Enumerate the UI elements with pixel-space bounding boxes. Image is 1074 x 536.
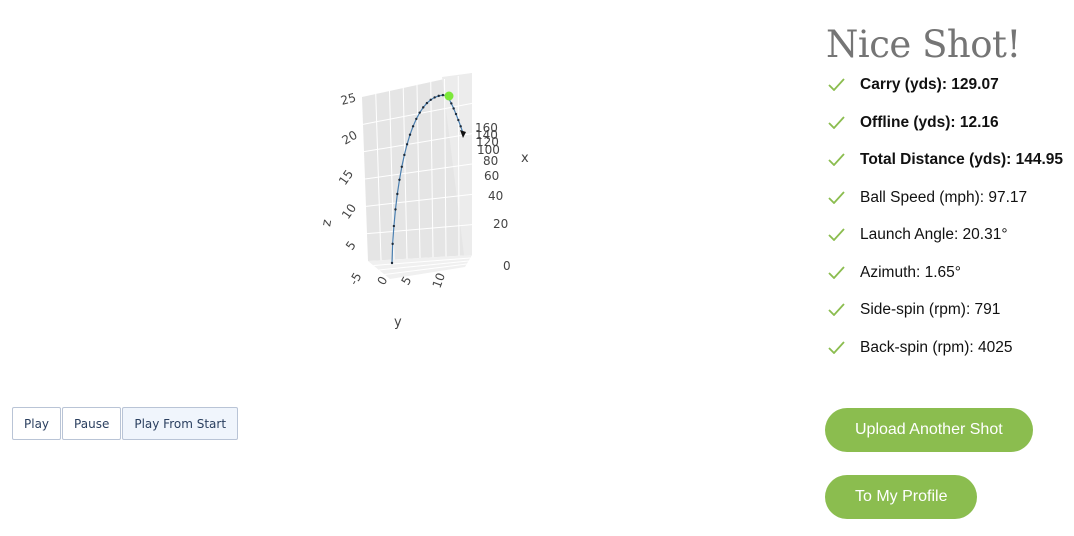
stat-list: Carry (yds): 129.07 Offline (yds): 12.16… <box>826 72 1071 372</box>
stat-side-spin: Side-spin (rpm): 791 <box>826 297 1071 335</box>
stat-label: Ball Speed (mph): 97.17 <box>860 188 1028 206</box>
x-tick-100: 100 <box>477 143 500 157</box>
x-axis-ticks: 0 20 40 60 80 100 120 140 160 <box>475 121 511 273</box>
trajectory-point <box>425 101 429 105</box>
stat-azimuth: Azimuth: 1.65° <box>826 260 1071 298</box>
trajectory-point <box>400 165 403 168</box>
trajectory-point <box>408 133 412 136</box>
stat-back-spin: Back-spin (rpm): 4025 <box>826 335 1071 373</box>
y-axis-title: y <box>394 315 402 330</box>
x-axis-title: x <box>521 151 529 166</box>
ball-marker <box>444 91 454 101</box>
z-axis-title: z <box>319 218 335 227</box>
check-icon <box>828 340 845 354</box>
trajectory-point <box>429 98 432 102</box>
trajectory-point <box>398 178 401 182</box>
stat-label: Total Distance (yds): 144.95 <box>860 151 1064 168</box>
grid-line <box>373 257 471 266</box>
check-icon <box>828 115 845 129</box>
check-icon <box>828 265 845 279</box>
x-tick-140: 140 <box>475 128 498 142</box>
trajectory-point <box>422 106 425 109</box>
plot-canvas[interactable]: 5 10 15 20 25 z -5 0 5 10 y 0 20 40 60 8 <box>300 55 560 345</box>
x-tick-120: 120 <box>476 135 499 149</box>
x-tick-60: 60 <box>484 169 499 183</box>
trajectory-point <box>392 224 396 228</box>
stat-label: Offline (yds): 12.16 <box>860 113 999 131</box>
play-from-start-button[interactable]: Play From Start <box>122 407 239 440</box>
check-icon <box>828 78 845 91</box>
trajectory-point <box>441 93 445 97</box>
z-tick-5: 5 <box>343 238 359 252</box>
trajectory-point <box>459 125 462 128</box>
check-icon <box>828 303 845 316</box>
grid-line <box>384 263 467 275</box>
stat-carry: Carry (yds): 129.07 <box>826 72 1071 110</box>
stat-label: Carry (yds): 129.07 <box>860 76 999 93</box>
z-axis-ticks: 5 10 15 20 25 <box>336 90 360 252</box>
stat-offline: Offline (yds): 12.16 <box>826 110 1071 148</box>
stat-ball-speed: Ball Speed (mph): 97.17 <box>826 185 1071 223</box>
to-my-profile-button[interactable]: To My Profile <box>825 475 978 519</box>
stat-total-distance: Total Distance (yds): 144.95 <box>826 147 1071 185</box>
trajectory-point <box>405 143 409 146</box>
animation-controls: Play Pause Play From Start <box>12 407 239 440</box>
grid-line <box>457 75 460 256</box>
grid-line <box>402 87 408 259</box>
grid-line <box>444 78 447 257</box>
shot-results-panel: Nice Shot! Carry (yds): 129.07 Offline (… <box>826 22 1071 372</box>
x-tick-0: 0 <box>503 259 511 273</box>
y-tick-10: 10 <box>430 271 448 290</box>
z-tick-20: 20 <box>340 128 360 148</box>
pause-button[interactable]: Pause <box>62 407 122 440</box>
z-tick-10: 10 <box>339 201 359 222</box>
trajectory-point <box>396 192 399 196</box>
stat-label: Launch Angle: 20.31° <box>860 226 1008 243</box>
x-tick-160: 160 <box>475 121 498 135</box>
grid-line <box>430 81 434 258</box>
trajectory-point <box>394 208 397 211</box>
trajectory-point <box>391 242 394 246</box>
x-tick-20: 20 <box>493 217 508 231</box>
check-icon <box>828 153 845 166</box>
x-tick-80: 80 <box>483 154 498 168</box>
trajectory-point <box>411 125 415 128</box>
stat-label: Side-spin (rpm): 791 <box>860 301 1001 318</box>
upload-another-shot-button[interactable]: Upload Another Shot <box>825 408 1033 452</box>
check-icon <box>828 228 845 241</box>
check-icon <box>828 190 845 204</box>
trajectory-point <box>450 102 453 105</box>
z-tick-15: 15 <box>336 167 356 188</box>
x-tick-40: 40 <box>488 189 503 203</box>
play-button[interactable]: Play <box>12 407 62 440</box>
trajectory-point <box>437 94 440 98</box>
trajectory-point <box>452 107 455 110</box>
trajectory-point <box>403 153 406 157</box>
trajectory-point <box>457 118 460 122</box>
plot-side-wall <box>442 73 472 263</box>
z-tick-25: 25 <box>339 90 357 107</box>
landing-marker <box>460 130 466 138</box>
trajectory-point <box>415 117 418 121</box>
trajectory-3d-plot[interactable]: 5 10 15 20 25 z -5 0 5 10 y 0 20 40 60 8 <box>300 55 560 345</box>
grid-line <box>375 93 382 261</box>
result-title: Nice Shot! <box>826 23 1021 66</box>
grid-line <box>416 84 421 259</box>
trajectory-point <box>433 96 436 99</box>
grid-line <box>378 260 469 271</box>
stat-label: Azimuth: 1.65° <box>860 263 961 281</box>
stat-label: Back-spin (rpm): 4025 <box>860 338 1013 356</box>
stat-launch-angle: Launch Angle: 20.31° <box>826 222 1071 260</box>
trajectory-points <box>390 93 465 265</box>
trajectory-point <box>418 111 421 114</box>
trajectory-point <box>390 261 394 265</box>
y-tick-neg5: -5 <box>346 270 364 287</box>
trajectory-point <box>454 112 458 116</box>
